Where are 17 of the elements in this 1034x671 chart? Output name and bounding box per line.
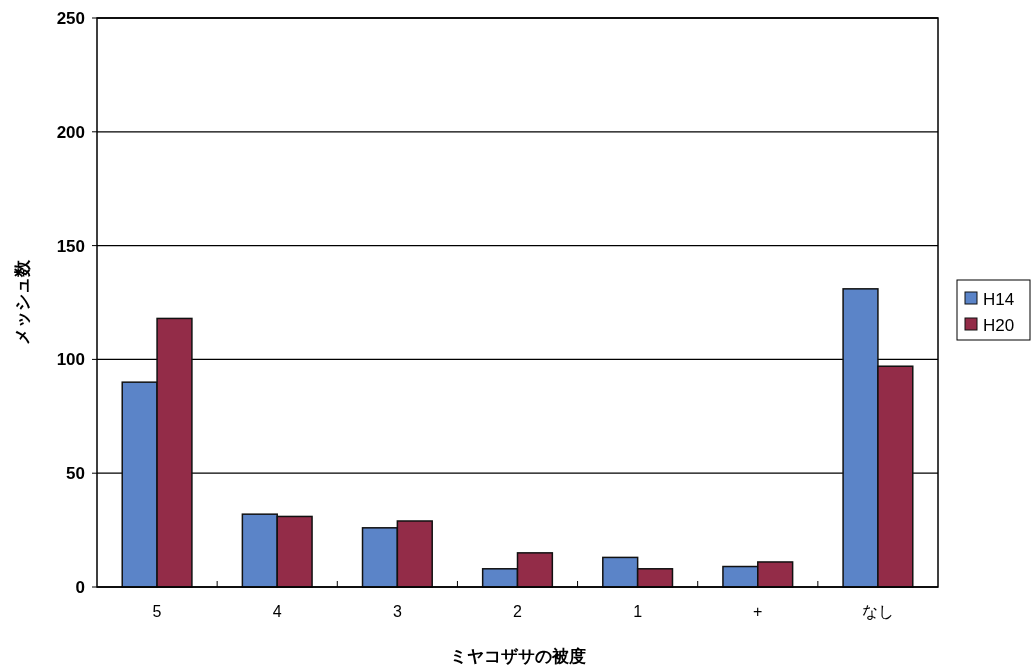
x-axis-title: ミヤコザサの被度 bbox=[449, 647, 586, 666]
y-axis-title: メッシュ数 bbox=[13, 259, 32, 345]
legend-label: H20 bbox=[983, 316, 1015, 335]
y-tick-label: 50 bbox=[66, 464, 85, 484]
y-tick-label: 200 bbox=[56, 122, 85, 142]
y-tick-label: 0 bbox=[75, 578, 85, 597]
x-tick-label: 5 bbox=[152, 603, 162, 620]
y-tick-label: 150 bbox=[56, 236, 85, 256]
x-tick-label: 2 bbox=[513, 603, 523, 620]
x-tick-label: + bbox=[753, 603, 763, 620]
x-tick-label: 4 bbox=[272, 603, 282, 620]
y-tick-label: 100 bbox=[56, 350, 85, 370]
y-tick-label: 250 bbox=[56, 9, 85, 28]
x-tick-label: 3 bbox=[392, 603, 402, 620]
legend-label: H14 bbox=[983, 290, 1015, 309]
x-tick-label: 1 bbox=[633, 603, 643, 620]
x-tick-label: なし bbox=[861, 603, 894, 620]
